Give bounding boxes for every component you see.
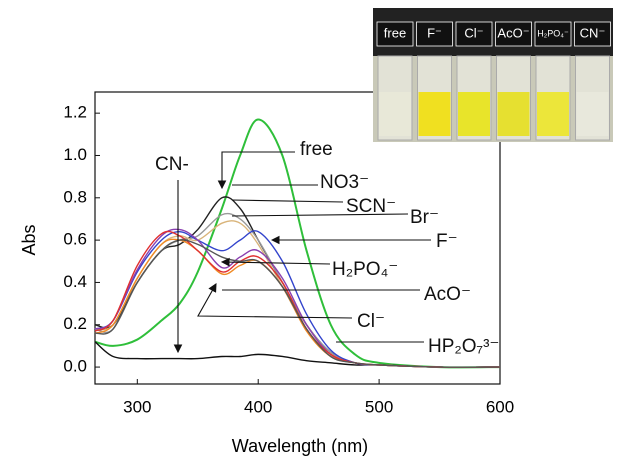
x-axis-label: Wavelength (nm) <box>232 436 368 456</box>
plot-frame <box>94 91 501 385</box>
vial-label-box <box>416 21 453 47</box>
vial-label-box <box>455 21 493 47</box>
series-annotation: CN- <box>155 154 189 175</box>
series-annotation: AcO⁻ <box>424 284 471 305</box>
y-axis-label: Abs <box>19 224 39 255</box>
series-annotation: SCN⁻ <box>346 196 396 217</box>
y-tick-label: 1.0 <box>63 145 87 164</box>
y-tick-label: 0.8 <box>63 187 87 206</box>
x-tick-label: 500 <box>365 397 393 416</box>
annotation-leader <box>197 283 353 319</box>
series-annotation: HP₂O₇³⁻ <box>428 336 499 357</box>
series-annotation: Cl⁻ <box>357 311 385 332</box>
vial-label: H₂PO₄⁻ <box>537 28 569 38</box>
y-tick-label: 0.2 <box>63 314 87 333</box>
y-tick-label: 0.4 <box>63 272 87 291</box>
vial-liquid <box>379 92 411 136</box>
vial-label-box <box>534 21 572 47</box>
annotation-leader <box>220 257 331 267</box>
vial-label-box <box>376 21 414 47</box>
series-annotation: NO3⁻ <box>320 172 369 193</box>
vial-liquid <box>497 92 530 136</box>
y-tick-label: 0.0 <box>63 357 87 376</box>
vial-liquid <box>418 92 451 136</box>
vial-liquid <box>458 92 490 136</box>
x-tick-label: 400 <box>244 397 272 416</box>
vial-label-box <box>574 21 611 47</box>
vial-liquid <box>537 92 569 136</box>
spectrum-line <box>94 118 501 369</box>
x-tick-label: 600 <box>486 397 514 416</box>
y-tick-label: 1.2 <box>63 103 87 122</box>
vial-liquid <box>576 92 609 136</box>
annotation-leader <box>231 213 409 217</box>
vial-label: AcO⁻ <box>497 25 529 40</box>
annotation-leader <box>217 151 295 190</box>
vial-label-box <box>495 21 532 47</box>
vial-label: F⁻ <box>427 25 442 40</box>
vial-label: CN⁻ <box>580 25 606 40</box>
annotation-leader <box>231 199 344 203</box>
x-tick-label: 300 <box>123 397 151 416</box>
vial-label: free <box>384 25 406 40</box>
series-annotation: H₂PO₄⁻ <box>332 259 398 280</box>
y-tick-label: 0.6 <box>63 230 87 249</box>
spectrum-line <box>94 239 501 368</box>
series-annotation: free <box>300 139 333 160</box>
series-annotation: Br⁻ <box>410 207 439 228</box>
inset-photo: free F⁻ Cl⁻ AcO⁻ H₂PO₄⁻ CN⁻ <box>373 8 613 142</box>
vial-label: Cl⁻ <box>464 25 483 40</box>
series-annotation: F⁻ <box>436 231 458 252</box>
